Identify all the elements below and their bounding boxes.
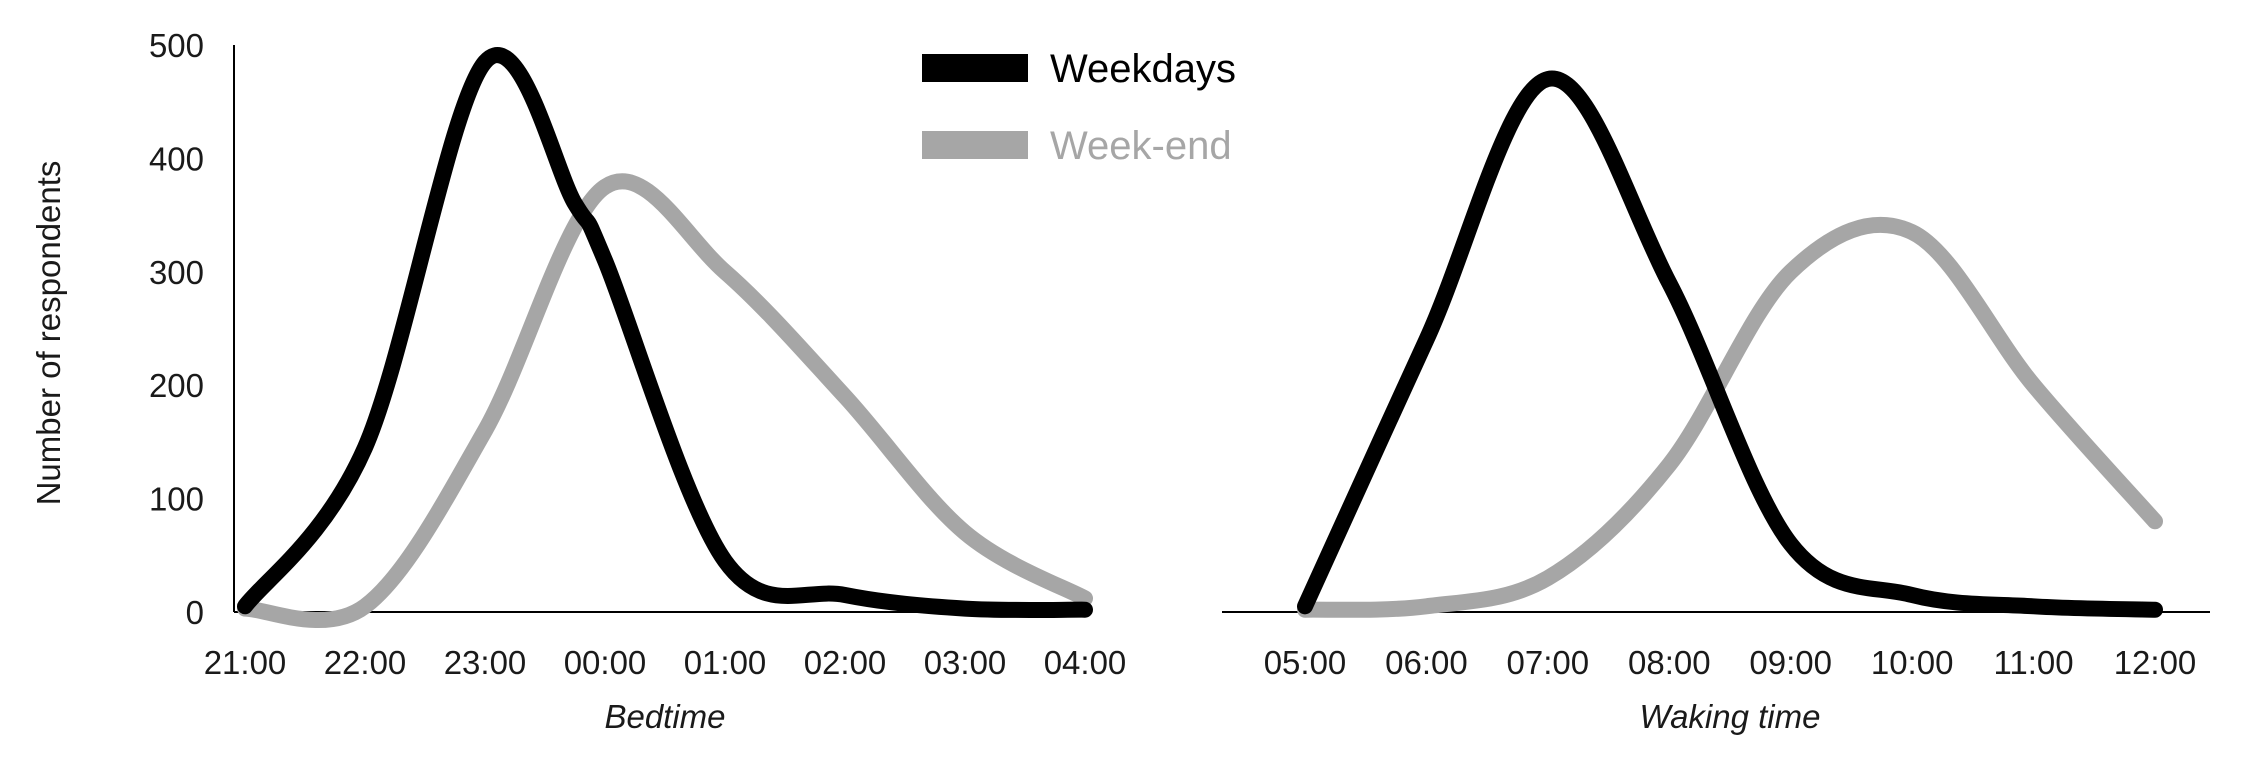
y-tick-label: 500: [149, 27, 204, 64]
x-tick-label: 23:00: [444, 644, 527, 681]
series-line-week-end-1: [237, 173, 1093, 629]
y-tick-label: 300: [149, 254, 204, 291]
legend-swatch-weekdays: [922, 54, 1028, 82]
x-tick-label: 05:00: [1264, 644, 1347, 681]
x-tick-label: 00:00: [564, 644, 647, 681]
x-tick-label: 11:00: [1994, 644, 2074, 681]
series-line-weekdays-2: [1297, 70, 2163, 618]
series-line-week-end-2: [1297, 216, 2163, 618]
x-axis-label-1: Bedtime: [604, 698, 725, 735]
x-tick-label: 03:00: [924, 644, 1007, 681]
series-line-weekdays-1: [237, 47, 1093, 619]
legend-label-weekdays: Weekdays: [1050, 47, 1236, 91]
x-tick-label: 12:00: [2114, 644, 2197, 681]
y-tick-label: 200: [149, 367, 204, 404]
y-tick-label: 0: [186, 594, 204, 631]
legend-label-week-end: Week-end: [1050, 124, 1232, 168]
x-axis-label-2: Waking time: [1640, 698, 1821, 735]
x-tick-label: 07:00: [1507, 644, 1590, 681]
x-tick-label: 04:00: [1044, 644, 1127, 681]
y-tick-label: 100: [149, 481, 204, 518]
y-axis-label: Number of respondents: [30, 161, 67, 506]
x-tick-label: 21:00: [204, 644, 287, 681]
x-tick-label: 01:00: [684, 644, 767, 681]
x-tick-label: 10:00: [1871, 644, 1954, 681]
x-tick-label: 09:00: [1749, 644, 1832, 681]
y-tick-label: 400: [149, 140, 204, 177]
x-tick-label: 08:00: [1628, 644, 1711, 681]
x-tick-label: 22:00: [324, 644, 407, 681]
x-tick-label: 02:00: [804, 644, 887, 681]
x-tick-label: 06:00: [1385, 644, 1468, 681]
legend-swatch-week-end: [922, 131, 1028, 159]
